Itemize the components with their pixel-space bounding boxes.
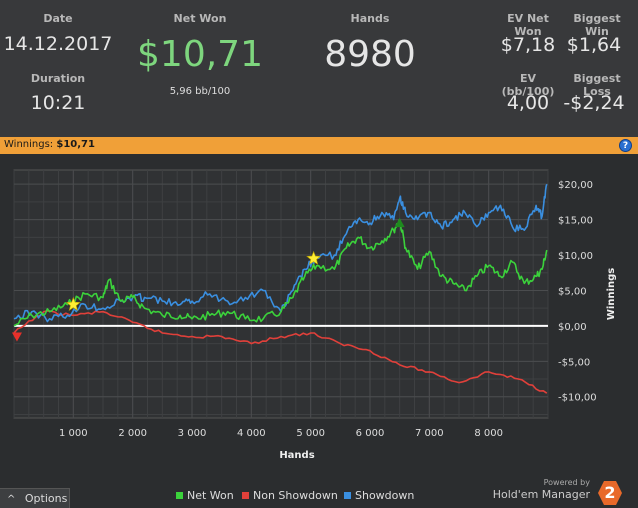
star-marker-icon — [65, 296, 81, 311]
hands-label: Hands — [350, 12, 390, 25]
stats-header: Date 14.12.2017 Duration 10:21 Net Won $… — [0, 0, 638, 137]
legend-non-showdown: Non Showdown — [253, 489, 338, 502]
winnings-bar: Winnings: $10,71 ? — [0, 137, 638, 154]
chart-legend-item: Non Showdown — [242, 489, 338, 502]
x-axis-label: Hands — [279, 450, 314, 461]
legend-showdown: Showdown — [355, 489, 415, 502]
y-tick-label: $5,00 — [558, 286, 587, 297]
legend-swatch-net-won — [176, 492, 183, 499]
winnings-label: Winnings: — [4, 139, 54, 150]
winnings-chart-svg: 1 000 2 000 3 000 4 000 5 000 6 000 7 000 8 000… — [11, 169, 617, 461]
series-line-showdown — [13, 183, 548, 323]
ev-bb100-label: EV (bb/100) — [501, 72, 555, 98]
options-button[interactable]: ^ Options — [0, 488, 70, 508]
x-tick-label: 1 000 — [59, 428, 88, 439]
net-won-label: Net Won — [173, 12, 227, 25]
max-triangle-marker-icon — [394, 218, 405, 228]
biggest-win-value: $1,64 — [566, 34, 622, 56]
y-tick-label: $15,00 — [558, 216, 593, 227]
x-tick-label: 7 000 — [415, 428, 444, 439]
x-tick-label: 6 000 — [356, 428, 385, 439]
legend-net-won: Net Won — [187, 489, 234, 502]
options-label: Options — [24, 492, 68, 505]
y-tick-label: -$5,00 — [558, 357, 590, 368]
y-tick-label: -$10,00 — [558, 393, 597, 404]
x-tick-label: 5 000 — [296, 428, 325, 439]
series-line-non-showdown — [13, 310, 548, 394]
biggest-loss-value: -$2,24 — [563, 92, 625, 114]
ev-net-won-value: $7,18 — [500, 34, 556, 56]
brand-name: Hold'em Manager — [492, 488, 590, 501]
holdem-manager-logo-icon: 2 — [598, 481, 622, 505]
duration-value: 10:21 — [30, 92, 86, 114]
net-won-value: $10,71 — [137, 34, 263, 75]
legend-swatch-non-showdown — [242, 492, 249, 499]
winnings-value: $10,71 — [56, 139, 95, 150]
powered-by-text: Powered by — [543, 478, 590, 487]
winnings-chart: 1 000 2 000 3 000 4 000 5 000 6 000 7 000 8 000… — [0, 154, 638, 508]
x-tick-label: 8 000 — [474, 428, 503, 439]
x-tick-label: 3 000 — [178, 428, 207, 439]
help-icon[interactable]: ? — [619, 139, 632, 152]
y-axis-label: Winnings — [606, 268, 617, 320]
y-tick-label: $20,00 — [558, 180, 593, 191]
ev-bb100-value: 4,00 — [506, 92, 550, 114]
min-triangle-marker-icon — [11, 332, 22, 342]
date-value: 14.12.2017 — [3, 33, 113, 55]
y-tick-label: $0,00 — [558, 322, 587, 333]
biggest-win-label: Biggest Win — [573, 12, 621, 38]
ev-net-won-label: EV Net Won — [507, 12, 549, 38]
duration-label: Duration — [30, 72, 86, 85]
star-marker-icon — [306, 250, 322, 265]
chevron-up-icon: ^ — [7, 494, 16, 505]
y-tick-label: $10,00 — [558, 251, 593, 262]
legend-swatch-showdown — [344, 492, 351, 499]
winnings-summary: Winnings: $10,71 — [4, 139, 95, 150]
series-line-net-won — [13, 218, 548, 327]
date-label: Date — [43, 12, 73, 25]
brand-block: Powered by Hold'em Manager 2 — [490, 478, 630, 506]
x-tick-label: 4 000 — [237, 428, 266, 439]
net-won-bb100: 5,96 bb/100 — [169, 86, 231, 97]
hands-value: 8980 — [324, 34, 416, 75]
chart-legend: Net Won — [176, 489, 234, 502]
biggest-loss-label: Biggest Loss — [573, 72, 621, 98]
chart-legend-item: Showdown — [344, 489, 414, 502]
x-tick-label: 2 000 — [118, 428, 147, 439]
